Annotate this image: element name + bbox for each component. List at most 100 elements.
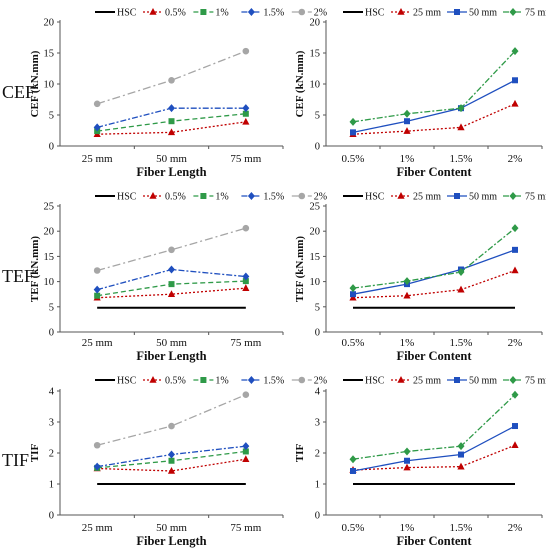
y-tick-label: 25 bbox=[310, 202, 321, 213]
legend-label: HSC bbox=[365, 192, 385, 203]
legend-item: 50 mm bbox=[447, 8, 497, 19]
x-axis-label: Fiber Content bbox=[396, 165, 472, 179]
y-tick-label: 5 bbox=[49, 111, 54, 122]
y-tick-label: 15 bbox=[44, 49, 55, 60]
legend-marker bbox=[397, 192, 405, 199]
y-tick-label: 0 bbox=[49, 328, 54, 339]
legend: HSC 0.5% 1% 1.5% 2% bbox=[95, 192, 327, 203]
series-1-5- bbox=[93, 265, 250, 294]
legend-label: 50 mm bbox=[469, 376, 497, 387]
row-label-tef: TEF bbox=[2, 266, 34, 286]
legend-item: 2% bbox=[291, 376, 327, 387]
legend-marker bbox=[298, 192, 306, 200]
legend-marker bbox=[149, 8, 157, 15]
data-point bbox=[168, 104, 175, 113]
data-point bbox=[404, 118, 410, 125]
legend-item: HSC bbox=[95, 376, 137, 387]
data-point bbox=[242, 278, 249, 285]
legend-marker bbox=[247, 376, 255, 384]
y-axis-label: CEF (kN.mm) bbox=[294, 50, 306, 117]
data-point bbox=[511, 390, 519, 399]
series-line bbox=[352, 227, 516, 289]
series-line bbox=[96, 50, 247, 105]
series-2- bbox=[93, 391, 250, 449]
x-axis-label: Fiber Content bbox=[396, 534, 472, 548]
legend-item: HSC bbox=[95, 8, 137, 19]
series-75-mm bbox=[349, 224, 519, 293]
data-point bbox=[242, 110, 249, 117]
series-line bbox=[97, 458, 246, 472]
data-point bbox=[403, 463, 411, 471]
x-tick-label: 2% bbox=[508, 522, 523, 534]
legend-marker bbox=[509, 192, 517, 200]
legend-label: 1% bbox=[215, 376, 228, 387]
data-point bbox=[512, 423, 518, 430]
x-tick-label: 0.5% bbox=[342, 337, 365, 349]
y-axis-label: TEF (kN.mm) bbox=[294, 236, 306, 303]
legend-label: HSC bbox=[117, 192, 137, 203]
data-point bbox=[242, 224, 250, 232]
legend-marker bbox=[509, 376, 517, 384]
data-point bbox=[403, 291, 411, 299]
x-tick-label: 50 mm bbox=[156, 522, 187, 534]
data-point bbox=[93, 267, 101, 274]
legend-marker bbox=[298, 376, 306, 384]
y-tick-label: 0 bbox=[315, 328, 320, 339]
series-0-5- bbox=[93, 117, 250, 138]
x-tick-label: 1% bbox=[400, 337, 415, 349]
y-tick-label: 4 bbox=[315, 387, 321, 398]
y-tick-label: 15 bbox=[44, 252, 55, 263]
data-point bbox=[242, 47, 250, 55]
data-point bbox=[403, 277, 411, 286]
data-point bbox=[458, 451, 464, 458]
x-tick-label: 1.5% bbox=[450, 153, 473, 165]
legend-item: 1.5% bbox=[241, 192, 284, 203]
x-axis-label: Fiber Content bbox=[396, 349, 472, 363]
x-tick-label: 25 mm bbox=[82, 337, 113, 349]
legend: HSC 25 mm 50 mm 75 mm bbox=[343, 376, 546, 387]
legend-item: 50 mm bbox=[447, 376, 497, 387]
legend-label: 1% bbox=[215, 8, 228, 19]
data-point bbox=[457, 268, 465, 277]
series-50-mm bbox=[350, 77, 518, 136]
legend-marker bbox=[200, 193, 207, 199]
data-point bbox=[512, 77, 518, 84]
chart-tef-vs-fiber-length: 0 5 10 15 20 25 25 mm 50 mm 75 mm Fiber Length TEF… bbox=[29, 192, 327, 364]
legend-label: 50 mm bbox=[469, 8, 497, 19]
data-point bbox=[403, 109, 411, 118]
legend-label: HSC bbox=[365, 376, 385, 387]
data-point bbox=[242, 284, 250, 291]
y-axis-label: TEF (kN.mm) bbox=[29, 236, 41, 303]
legend-label: 1% bbox=[215, 192, 228, 203]
x-tick-label: 75 mm bbox=[230, 153, 261, 165]
chart-tif-vs-fiber-content: 0 1 2 3 4 0.5% 1% 1.5% 2% Fiber Content TIF HSC 25 m… bbox=[294, 376, 546, 549]
legend-item: 75 mm bbox=[503, 376, 546, 387]
y-axis-label: TIF bbox=[29, 444, 41, 463]
legend-label: 1.5% bbox=[263, 192, 284, 203]
legend-label: 0.5% bbox=[165, 376, 186, 387]
series-line bbox=[97, 394, 247, 446]
data-point bbox=[512, 246, 518, 253]
data-point bbox=[350, 467, 356, 474]
x-tick-label: 2% bbox=[508, 153, 523, 165]
legend-item: 1.5% bbox=[241, 8, 284, 19]
series-line bbox=[352, 425, 516, 472]
x-tick-label: 25 mm bbox=[82, 522, 113, 534]
y-tick-label: 20 bbox=[44, 18, 55, 29]
legend-label: 0.5% bbox=[165, 8, 186, 19]
legend-marker bbox=[149, 376, 157, 383]
chart-tef-vs-fiber-content: 0 5 10 15 20 25 0.5% 1% 1.5% 2% Fiber Content TEF (… bbox=[294, 192, 546, 364]
data-point bbox=[511, 224, 519, 233]
series-1- bbox=[94, 278, 249, 299]
data-point bbox=[168, 118, 175, 125]
series-line bbox=[97, 287, 246, 299]
legend-item: 2% bbox=[291, 192, 327, 203]
y-tick-label: 20 bbox=[310, 227, 321, 238]
data-point bbox=[457, 462, 465, 470]
data-point bbox=[168, 422, 175, 430]
chart-tif-vs-fiber-length: 0 1 2 3 4 25 mm 50 mm 75 mm Fiber Length TIF HSC 0.… bbox=[29, 376, 327, 549]
data-point bbox=[349, 455, 357, 464]
data-point bbox=[457, 442, 465, 451]
legend-label: 25 mm bbox=[413, 8, 441, 19]
legend-item: 25 mm bbox=[391, 376, 441, 387]
